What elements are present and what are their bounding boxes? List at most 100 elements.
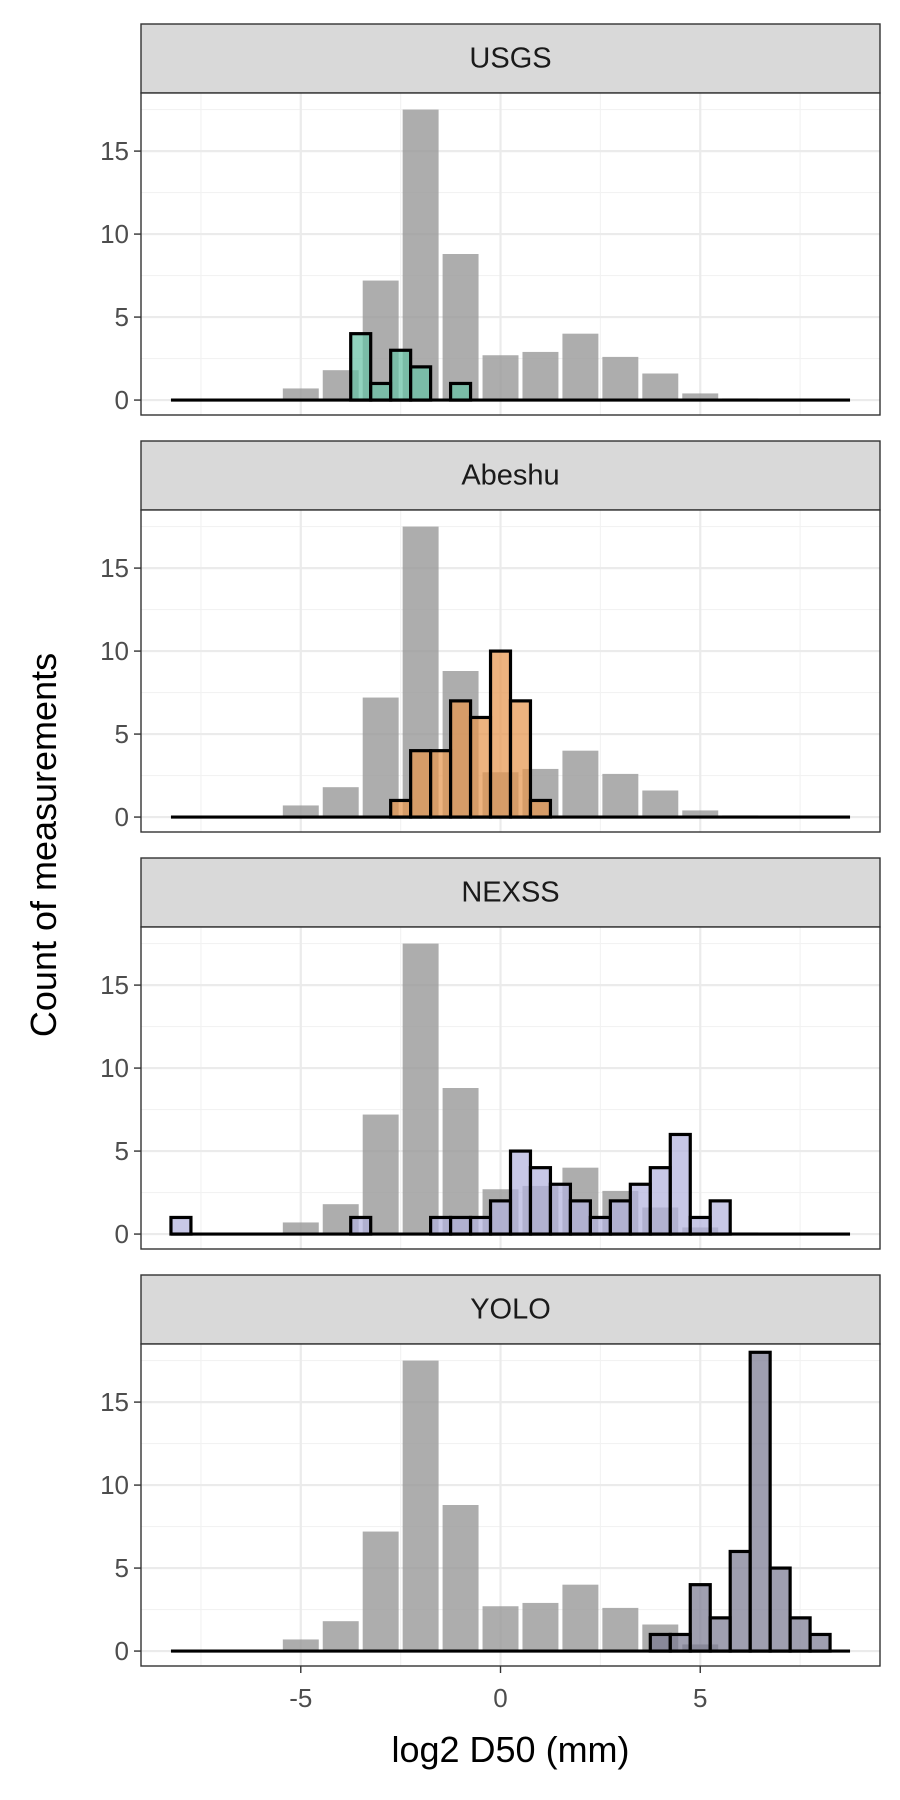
facet-strip-yolo: [140, 1274, 881, 1345]
background-bar: [442, 1505, 479, 1652]
histogram-bar-abeshu: [448, 699, 473, 819]
histogram-bar-nexss: [588, 1215, 612, 1236]
histogram-bar-usgs: [349, 332, 373, 402]
histogram-bar-nexss: [169, 1215, 193, 1236]
histogram-bar-abeshu: [488, 649, 513, 819]
histogram-bar-nexss: [568, 1199, 592, 1236]
facet-strip-abeshu: [140, 440, 881, 511]
panel-border: [140, 92, 881, 416]
facet-strip-label: YOLO: [470, 1294, 551, 1326]
histogram-bar-abeshu: [528, 798, 553, 819]
facet-yolo: YOLO 0 5 10 15: [100, 1274, 881, 1667]
histogram-bar-abeshu: [429, 749, 453, 819]
histogram-bar-yolo: [748, 1350, 772, 1653]
background-bar: [482, 355, 519, 401]
y-tick-label: 15: [100, 136, 129, 166]
histogram-bar-nexss: [508, 1149, 533, 1236]
background-bar: [322, 787, 359, 818]
background-bar: [402, 943, 439, 1235]
background-bar: [642, 373, 679, 401]
y-tick-label: 10: [100, 1053, 129, 1083]
histogram-bar-yolo: [788, 1616, 812, 1653]
panel-border: [140, 509, 881, 833]
background-bar: [362, 697, 399, 818]
y-tick-label: 5: [115, 719, 129, 749]
histogram-bar-yolo: [768, 1566, 792, 1653]
y-tick-label: 0: [115, 802, 129, 832]
background-bar: [282, 388, 319, 401]
y-tick-label: 15: [100, 970, 129, 1000]
facet-strip-nexss: [140, 857, 881, 928]
histogram-bar-nexss: [468, 1215, 493, 1236]
histogram-bar-nexss: [548, 1182, 573, 1236]
histogram-bar-nexss: [488, 1199, 513, 1236]
histogram-bar-nexss: [688, 1215, 712, 1236]
facet-strip-label: Abeshu: [461, 460, 559, 492]
histogram-bar-yolo: [668, 1632, 692, 1653]
facet-usgs: USGS 0 5 10 15: [100, 23, 881, 416]
background-bar: [282, 1222, 319, 1235]
y-tick-label: 0: [115, 385, 129, 415]
histogram-bar-yolo: [688, 1583, 712, 1653]
y-tick-label: 5: [115, 1553, 129, 1583]
histogram-bar-abeshu: [389, 798, 413, 819]
background-bar: [442, 254, 479, 401]
y-tick-label: 10: [100, 219, 129, 249]
y-axis-title: Count of measurements: [23, 653, 64, 1037]
facet-strip-label: USGS: [469, 43, 551, 75]
y-tick-label: 15: [100, 553, 129, 583]
background-bar: [562, 750, 599, 818]
facet-strip-label: NEXSS: [461, 877, 559, 909]
histogram-bar-abeshu: [409, 749, 433, 819]
y-tick-label: 0: [115, 1636, 129, 1666]
histogram-bar-nexss: [528, 1166, 553, 1236]
y-tick-label: 15: [100, 1387, 129, 1417]
background-bar: [602, 1607, 639, 1652]
panel-border: [140, 926, 881, 1250]
histogram-bar-nexss: [349, 1215, 373, 1236]
histogram-bar-nexss: [648, 1166, 672, 1236]
histogram-bar-nexss: [429, 1215, 453, 1236]
background-bar: [402, 1360, 439, 1652]
background-bar: [362, 1114, 399, 1235]
histogram-bar-yolo: [708, 1616, 732, 1653]
x-axis-title: log2 D50 (mm): [391, 1729, 629, 1770]
y-tick-label: 0: [115, 1219, 129, 1249]
facet-nexss: NEXSS 0 5 10 15: [100, 857, 881, 1250]
histogram-bar-nexss: [608, 1199, 632, 1236]
background-bar: [602, 356, 639, 401]
facet-panels: USGS 0 5 10 15 Abeshu 0 5 10 15 NEXSS 0 5 10 15 YOLO 0 5 1…: [100, 23, 881, 1667]
x-axis: -5 0 5: [289, 1666, 707, 1713]
histogram-bar-nexss: [628, 1182, 652, 1236]
histogram-bar-abeshu: [468, 715, 493, 819]
x-tick-label: 5: [693, 1683, 707, 1713]
histogram-bar-yolo: [728, 1549, 752, 1653]
histogram-bar-nexss: [448, 1215, 473, 1236]
background-bar: [682, 393, 719, 401]
facet-strip-usgs: [140, 23, 881, 94]
background-bar: [482, 1606, 519, 1652]
y-tick-label: 5: [115, 302, 129, 332]
histogram-bar-abeshu: [508, 699, 533, 819]
background-bar: [642, 790, 679, 818]
background-bar: [562, 1584, 599, 1652]
background-bar: [282, 805, 319, 818]
histogram-bar-usgs: [389, 348, 413, 402]
x-tick-label: -5: [289, 1683, 312, 1713]
x-tick-label: 0: [493, 1683, 507, 1713]
background-bar: [562, 333, 599, 401]
histogram-bar-nexss: [668, 1132, 692, 1236]
histogram-bar-yolo: [808, 1632, 832, 1653]
histogram-bar-yolo: [648, 1632, 672, 1653]
background-bar: [522, 351, 559, 401]
background-bar: [602, 773, 639, 818]
facet-abeshu: Abeshu 0 5 10 15: [100, 440, 881, 833]
y-tick-label: 5: [115, 1136, 129, 1166]
histogram-bar-nexss: [708, 1199, 732, 1236]
y-tick-label: 10: [100, 1470, 129, 1500]
panel-border: [140, 1343, 881, 1667]
background-bar: [362, 1531, 399, 1652]
histogram-bar-usgs: [409, 365, 433, 402]
background-bar: [322, 1621, 359, 1652]
